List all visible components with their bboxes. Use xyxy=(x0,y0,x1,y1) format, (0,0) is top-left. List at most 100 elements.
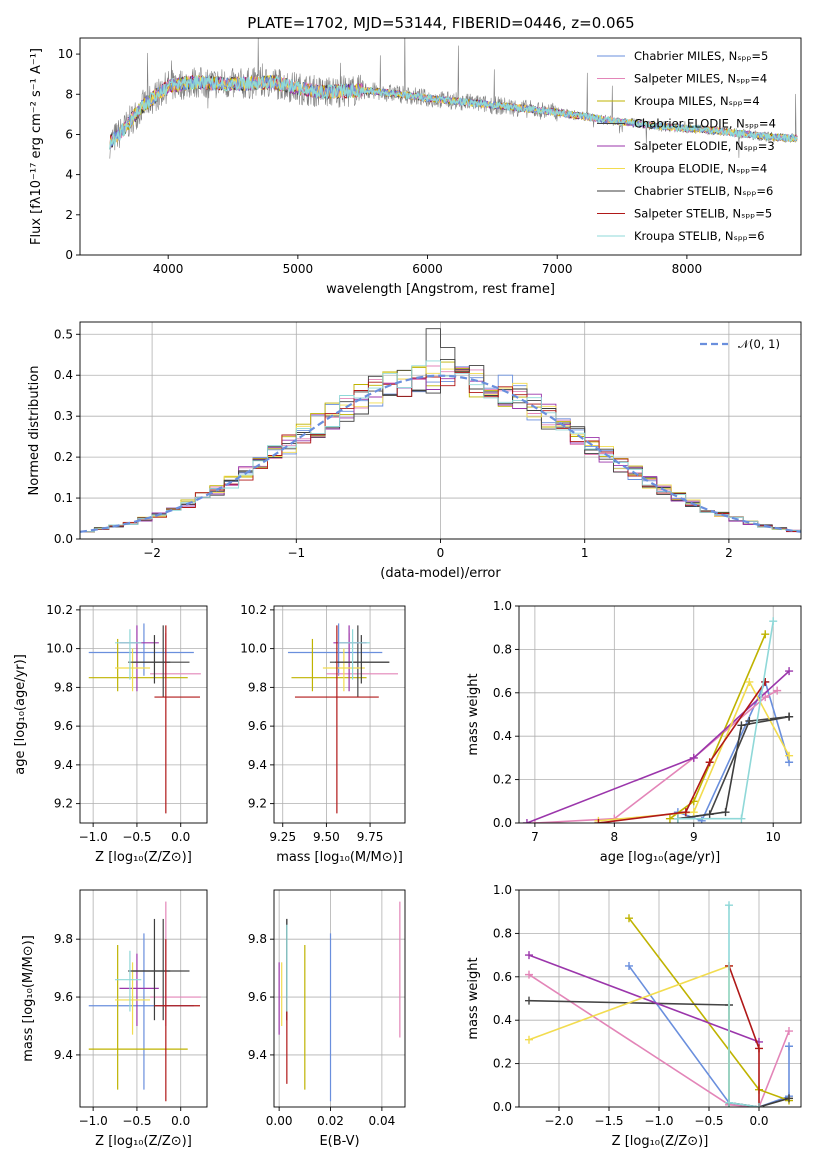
age-vs-z-plot-area xyxy=(88,623,201,814)
age-vs-mass-ytick-label: 9.6 xyxy=(248,719,267,733)
spectrum-xtick-label: 8000 xyxy=(672,262,703,276)
weight-vs-z-marker xyxy=(525,951,533,960)
weight-vs-age-marker xyxy=(761,630,770,639)
residuals-ytick-label: 0.0 xyxy=(54,532,73,546)
mass-vs-ebv-xtick-label: 0.02 xyxy=(317,1114,344,1128)
age-vs-mass-ytick-label: 10.2 xyxy=(240,603,267,617)
residuals-ytick-label: 0.5 xyxy=(54,327,73,341)
weight-vs-age-marker xyxy=(761,677,770,686)
weight-vs-age-xtick-label: 8 xyxy=(611,830,619,844)
weight-vs-z-xtick-label: −1.5 xyxy=(594,1114,623,1128)
residuals-ytick-label: 0.1 xyxy=(54,491,73,505)
weight-vs-age-series-7 xyxy=(598,681,766,823)
weight-vs-age-ylabel: mass weight xyxy=(466,673,481,755)
residuals-xtick-label: −2 xyxy=(143,546,161,560)
spectrum-ytick-label: 2 xyxy=(65,208,73,222)
weight-vs-age-marker xyxy=(721,808,730,817)
weight-vs-z-xtick-label: 0.0 xyxy=(749,1114,768,1128)
mass-vs-z-frame xyxy=(79,889,208,1108)
weight-vs-age-xlabel: age [log₁₀(age/yr)] xyxy=(600,850,721,865)
mass-vs-ebv-xtick-label: 0.00 xyxy=(266,1114,293,1128)
age-vs-z-ytick-label: 10.0 xyxy=(46,642,73,656)
mass-vs-ebv-xtick-label: 0.04 xyxy=(369,1114,396,1128)
weight-vs-age-ytick-label: 0.4 xyxy=(493,729,512,743)
spectrum-xtick-label: 7000 xyxy=(542,262,573,276)
weight-vs-age-frame xyxy=(518,605,802,824)
weight-vs-z-plot-area xyxy=(525,901,793,1107)
mass-vs-z-ylabel: mass [log₁₀(M/M⊙)] xyxy=(21,935,36,1062)
weight-vs-z-marker xyxy=(625,961,633,970)
mass-vs-ebv-xlabel: E(B-V) xyxy=(319,1134,359,1149)
weight-vs-z-marker xyxy=(725,901,733,910)
residuals-xtick-label: 0 xyxy=(437,546,445,560)
spectrum-legend: Chabrier MILES, Nₛₚₚ=5 Salpeter MILES, Nₛ… xyxy=(597,49,776,243)
age-vs-mass-ytick-label: 9.2 xyxy=(248,797,267,811)
spectrum-panel: 4000 5000 6000 7000 8000 0 2 4 6 8 10 wavelength [A… xyxy=(29,37,802,297)
weight-vs-age-ytick-label: 0.0 xyxy=(493,816,512,830)
mass-vs-ebv-panel: 0.00 0.02 0.04 9.4 9.6 9.8 E(B-V) xyxy=(248,889,406,1149)
residuals-panel: −2 −1 0 1 2 0.0 0.1 0.2 0.3 0.4 0.5 (data-model)/er… xyxy=(27,321,802,581)
spectrum-ytick-label: 0 xyxy=(65,248,73,262)
age-vs-mass-plot-area xyxy=(287,623,399,814)
mass-vs-ebv-ytick-label: 9.8 xyxy=(248,932,267,946)
mass-vs-z-panel: −1.0 −0.5 0.0 9.4 9.6 9.8 Z [log₁₀(Z/Z⊙)] mass … xyxy=(21,889,208,1149)
weight-vs-age-marker xyxy=(705,758,714,767)
age-vs-z-panel: −1.0 −0.5 0.0 9.2 9.4 9.6 9.8 10.0 10.2 Z [log₁₀(… xyxy=(13,603,208,865)
age-vs-mass-ytick-label: 10.0 xyxy=(240,642,267,656)
weight-vs-z-ytick-label: 1.0 xyxy=(493,883,512,897)
weight-vs-age-ytick-label: 0.2 xyxy=(493,773,512,787)
weight-vs-z-panel: −2.0 −1.5 −1.0 −0.5 0.0 0.0 0.2 0.4 0.6 0.8 1.0 Z [… xyxy=(466,883,802,1149)
age-vs-z-xtick-label: 0.0 xyxy=(171,830,190,844)
age-vs-z-ytick-label: 10.2 xyxy=(46,603,73,617)
residuals-frame xyxy=(79,321,802,540)
legend-entry-0: Chabrier MILES, Nₛₚₚ=5 xyxy=(634,49,768,63)
residuals-xtick-label: 2 xyxy=(725,546,733,560)
residuals-xtick-label: 1 xyxy=(581,546,589,560)
weight-vs-age-ytick-label: 1.0 xyxy=(493,599,512,613)
gaussian-legend-label: 𝒩(0, 1) xyxy=(738,337,780,351)
weight-vs-age-marker xyxy=(737,721,746,730)
weight-vs-age-ytick-label: 0.6 xyxy=(493,686,512,700)
weight-vs-z-xlabel: Z [log₁₀(Z/Z⊙)] xyxy=(612,1134,709,1149)
weight-vs-z-series-0 xyxy=(628,965,790,1107)
weight-vs-age-marker xyxy=(522,819,531,823)
legend-entry-4: Salpeter ELODIE, Nₛₚₚ=3 xyxy=(634,139,775,153)
mass-vs-z-ytick-label: 9.4 xyxy=(54,1048,73,1062)
weight-vs-z-marker xyxy=(525,970,533,979)
age-vs-z-frame xyxy=(79,605,208,824)
weight-vs-z-ytick-label: 0.2 xyxy=(493,1057,512,1071)
weight-vs-age-marker xyxy=(773,686,782,695)
residuals-plot-area xyxy=(80,328,801,539)
residuals-ylabel: Normed distribution xyxy=(27,366,42,496)
mass-vs-z-ytick-label: 9.8 xyxy=(54,932,73,946)
weight-vs-z-marker xyxy=(525,996,533,1005)
weight-vs-age-marker xyxy=(673,814,682,823)
residuals-xlabel: (data-model)/error xyxy=(380,566,501,581)
age-vs-mass-xtick-label: 9.50 xyxy=(313,830,340,844)
spectrum-ytick-label: 4 xyxy=(65,168,73,182)
weight-vs-age-marker xyxy=(761,693,770,702)
legend-entry-5: Kroupa ELODIE, Nₛₚₚ=4 xyxy=(634,162,767,176)
spectrum-frame xyxy=(79,37,802,256)
weight-vs-age-marker xyxy=(681,808,690,817)
spectrum-xtick-label: 5000 xyxy=(283,262,314,276)
weight-vs-z-series-4 xyxy=(528,954,760,1043)
age-vs-mass-xtick-label: 9.75 xyxy=(357,830,384,844)
residuals-xtick-label: −1 xyxy=(287,546,305,560)
mass-vs-z-xtick-label: 0.0 xyxy=(171,1114,190,1128)
age-vs-mass-ytick-label: 9.4 xyxy=(248,758,267,772)
age-vs-z-xtick-label: −0.5 xyxy=(122,830,151,844)
weight-vs-z-ylabel: mass weight xyxy=(466,957,481,1039)
weight-vs-z-series-1 xyxy=(528,973,790,1107)
weight-vs-z-ytick-label: 0.6 xyxy=(493,970,512,984)
weight-vs-age-marker xyxy=(785,712,794,721)
spectrum-ytick-label: 8 xyxy=(65,87,73,101)
weight-vs-z-marker xyxy=(755,1103,763,1107)
weight-vs-z-marker xyxy=(785,1042,793,1051)
mass-vs-z-xlabel: Z [log₁₀(Z/Z⊙)] xyxy=(95,1134,192,1149)
age-vs-z-ytick-label: 9.2 xyxy=(54,797,73,811)
age-vs-z-xlabel: Z [log₁₀(Z/Z⊙)] xyxy=(95,850,192,865)
weight-vs-age-marker xyxy=(769,617,778,626)
